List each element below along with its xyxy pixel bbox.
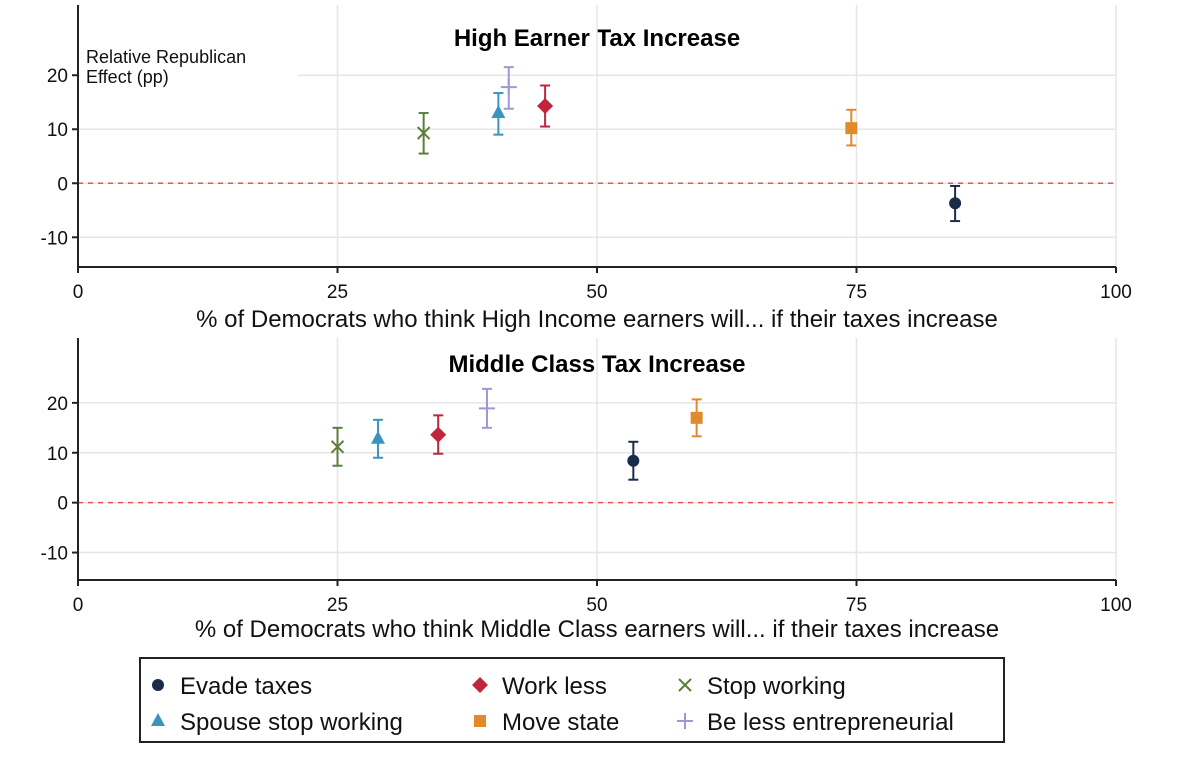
x-axis-label: % of Democrats who think Middle Class ea…: [195, 616, 999, 643]
x-tick-label: 25: [327, 282, 348, 303]
legend-box: [139, 657, 1005, 743]
y-tick-label: 20: [47, 66, 68, 87]
x-axis-label: % of Democrats who think High Income ear…: [196, 306, 998, 333]
y-axis-label-line-2: Effect (pp): [86, 67, 169, 87]
legend-label: Spouse stop working: [180, 709, 403, 736]
point-marker: [491, 105, 506, 119]
chart-panel-high-earner: High Earner Tax Increase Relative Republ…: [41, 5, 1132, 333]
legend-items: Evade taxes Work less Stop working Spouse s…: [151, 673, 954, 736]
data-point-work-less: [430, 414, 447, 455]
data-point-move-state: [845, 108, 858, 147]
x-tick-label: 0: [73, 282, 84, 303]
data-point-spouse-stop-working: [370, 418, 385, 459]
y-tick-label: 10: [47, 120, 68, 141]
x-tick-label: 100: [1100, 595, 1132, 616]
legend-marker: [152, 679, 164, 691]
point-marker: [370, 430, 385, 444]
point-marker: [430, 426, 447, 443]
legend: Evade taxes Work less Stop working Spouse s…: [139, 657, 1005, 743]
point-marker: [500, 79, 517, 96]
legend-marker: [677, 713, 693, 729]
y-tick-label: -10: [41, 228, 68, 249]
x-tick-label: 75: [846, 595, 867, 616]
legend-marker: [474, 715, 486, 727]
point-marker: [627, 454, 640, 467]
y-tick-label: 0: [57, 174, 68, 195]
legend-item-stop-working: Stop working: [678, 673, 846, 700]
y-axis-label: Relative Republican Effect (pp): [86, 47, 251, 87]
y-tick-label: 0: [57, 494, 68, 515]
legend-label: Stop working: [707, 673, 846, 700]
point-marker: [537, 98, 554, 115]
y-tick-label: 10: [47, 444, 68, 465]
point-marker: [478, 400, 495, 417]
point-marker: [690, 411, 703, 424]
legend-label: Work less: [502, 673, 607, 700]
data-point-be-less-entrepreneurial: [500, 66, 517, 110]
point-marker: [416, 126, 431, 140]
data-point-spouse-stop-working: [491, 92, 506, 136]
x-tick-label: 100: [1100, 282, 1132, 303]
x-tick-label: 50: [586, 282, 607, 303]
data-point-move-state: [690, 398, 703, 438]
legend-label: Move state: [502, 709, 619, 736]
data-point-stop-working: [330, 426, 345, 467]
point-marker: [845, 122, 858, 135]
legend-label: Be less entrepreneurial: [707, 709, 954, 736]
data-point-be-less-entrepreneurial: [478, 387, 495, 429]
x-tick-label: 0: [73, 595, 84, 616]
legend-item-work-less: Work less: [472, 673, 607, 700]
point-marker: [330, 440, 345, 454]
x-tick-label: 75: [846, 282, 867, 303]
y-axis-label-line-1: Relative Republican: [86, 47, 246, 67]
data-point-evade-taxes: [627, 440, 640, 481]
data-point-evade-taxes: [949, 184, 962, 223]
ylabel-background: [80, 40, 298, 92]
legend-label: Evade taxes: [180, 673, 312, 700]
data-point-work-less: [537, 84, 554, 128]
legend-item-evade-taxes: Evade taxes: [152, 673, 312, 700]
legend-item-move-state: Move state: [474, 709, 619, 736]
point-marker: [949, 197, 962, 210]
legend-marker: [472, 677, 488, 693]
legend-marker: [151, 713, 165, 726]
legend-marker: [678, 678, 692, 692]
legend-item-be-less-entrepreneurial: Be less entrepreneurial: [677, 709, 954, 736]
x-tick-label: 50: [586, 595, 607, 616]
legend-item-spouse-stop-working: Spouse stop working: [151, 709, 403, 736]
y-tick-label: -10: [41, 544, 68, 565]
data-point-stop-working: [416, 112, 431, 155]
data-marks: [416, 66, 962, 223]
y-tick-label: 20: [47, 394, 68, 415]
data-marks: [330, 387, 703, 481]
x-tick-label: 25: [327, 595, 348, 616]
